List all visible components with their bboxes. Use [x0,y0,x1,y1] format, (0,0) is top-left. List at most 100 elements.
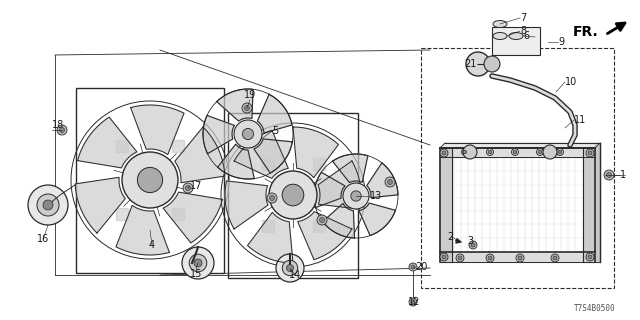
Circle shape [282,260,298,276]
Bar [421,48,614,288]
Circle shape [586,253,594,261]
Circle shape [442,151,446,155]
Polygon shape [163,192,223,243]
Circle shape [411,300,415,304]
Circle shape [282,184,304,206]
Circle shape [463,145,477,159]
Circle shape [557,148,563,156]
Circle shape [267,193,277,203]
Circle shape [488,256,492,260]
Polygon shape [262,220,273,232]
Polygon shape [75,177,125,233]
Text: 15: 15 [190,269,202,279]
Polygon shape [234,130,288,178]
Ellipse shape [493,33,507,39]
Polygon shape [248,212,293,263]
Polygon shape [131,105,184,155]
Polygon shape [440,148,452,262]
Polygon shape [175,127,225,183]
Circle shape [518,256,522,260]
Circle shape [28,185,68,225]
Circle shape [511,148,518,156]
Circle shape [409,263,417,271]
Polygon shape [293,127,339,178]
Text: 19: 19 [244,90,256,100]
Circle shape [276,254,304,282]
Circle shape [486,254,494,262]
Polygon shape [262,158,273,170]
Text: 3: 3 [467,236,473,246]
Polygon shape [333,154,368,182]
Polygon shape [312,158,324,170]
Polygon shape [440,143,600,148]
Circle shape [469,241,477,249]
Text: 1: 1 [620,170,626,180]
Circle shape [551,254,559,262]
Polygon shape [257,94,292,133]
Circle shape [553,256,557,260]
Circle shape [57,125,67,135]
Text: 21: 21 [465,59,477,69]
Circle shape [242,103,252,113]
Polygon shape [218,144,254,179]
Circle shape [186,186,191,190]
Text: 17: 17 [190,181,202,191]
Circle shape [458,256,462,260]
Circle shape [234,120,262,148]
Text: 14: 14 [289,270,301,280]
Circle shape [456,254,464,262]
Circle shape [411,265,415,269]
Circle shape [385,177,395,187]
Polygon shape [77,117,137,168]
Circle shape [536,148,543,156]
Text: 12: 12 [408,297,420,307]
Circle shape [607,172,611,178]
Text: 8: 8 [520,26,526,36]
Polygon shape [312,220,324,232]
Circle shape [37,194,59,216]
Circle shape [463,150,467,154]
Bar [76,87,224,273]
Text: 4: 4 [149,240,155,250]
Bar [228,113,358,277]
Text: FR.: FR. [572,25,598,39]
Text: 20: 20 [415,262,428,272]
Circle shape [466,52,490,76]
Circle shape [538,150,541,154]
Bar [492,27,540,55]
Text: 18: 18 [52,120,64,130]
Circle shape [471,243,475,247]
Ellipse shape [493,20,507,28]
Circle shape [60,127,65,132]
Circle shape [319,218,324,222]
Polygon shape [440,252,595,262]
Text: T7S4B0500: T7S4B0500 [573,304,615,313]
Text: 6: 6 [523,31,529,41]
Circle shape [488,150,492,154]
Circle shape [558,150,562,154]
Circle shape [588,255,592,259]
Polygon shape [254,139,292,173]
Circle shape [182,247,214,279]
Circle shape [243,128,253,140]
Text: 10: 10 [565,77,577,87]
Text: 9: 9 [558,37,564,47]
Circle shape [194,259,202,267]
Text: 7: 7 [520,13,526,23]
Polygon shape [172,208,184,220]
Polygon shape [116,140,128,152]
Circle shape [586,149,594,157]
Circle shape [516,254,524,262]
Circle shape [387,180,392,185]
Polygon shape [583,148,595,262]
Circle shape [244,106,250,110]
Polygon shape [116,205,170,255]
Circle shape [442,255,446,259]
Polygon shape [116,208,128,220]
Circle shape [43,200,53,210]
Polygon shape [172,140,184,152]
Circle shape [343,183,369,209]
Polygon shape [318,161,361,209]
Circle shape [409,298,417,306]
Polygon shape [203,116,234,154]
